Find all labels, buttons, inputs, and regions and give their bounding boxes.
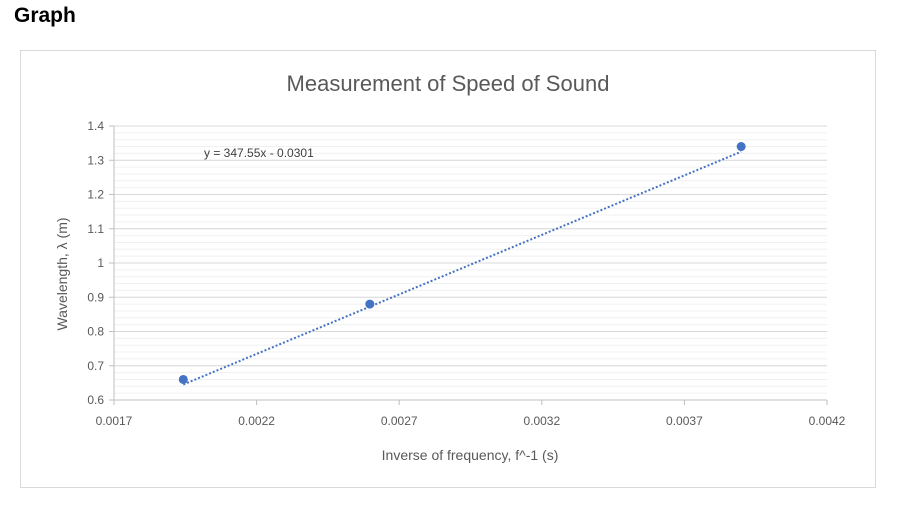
y-tick-label: 1.3	[87, 153, 104, 167]
data-point	[736, 142, 746, 152]
x-tick-label: 0.0027	[381, 414, 418, 428]
x-tick-label: 0.0032	[523, 414, 560, 428]
x-axis: 0.0017 0.0022 0.0027 0.0032 0.0037 0.0042	[96, 399, 846, 428]
section-heading: Graph	[14, 4, 76, 27]
y-tick-label: 0.6	[87, 393, 104, 407]
x-tick-label: 0.0022	[238, 414, 275, 428]
y-tick-label: 1.2	[87, 188, 104, 202]
y-axis: 0.6 0.7 0.8 0.9 1 1.1 1.2 1.3 1.4	[87, 119, 115, 407]
y-tick-label: 0.9	[87, 290, 104, 304]
gridlines	[114, 125, 827, 401]
y-tick-label: 0.7	[87, 359, 104, 373]
data-point	[178, 374, 188, 384]
y-axis-title: Wavelength, λ (m)	[54, 217, 70, 330]
trendline-equation: y = 347.55x - 0.0301	[204, 146, 314, 160]
x-tick-label: 0.0017	[96, 414, 133, 428]
y-tick-label: 0.8	[87, 325, 104, 339]
data-points	[178, 142, 746, 384]
y-tick-label: 1.4	[87, 119, 104, 133]
data-point	[365, 299, 375, 309]
x-axis-title: Inverse of frequency, f^-1 (s)	[382, 447, 559, 463]
chart-container: Measurement of Speed of Sound 0.6 0.7 0.8 0…	[20, 50, 876, 488]
chart-title: Measurement of Speed of Sound	[287, 71, 610, 96]
chart-svg: Measurement of Speed of Sound 0.60.70.80…	[54, 71, 846, 463]
y-tick-label: 1	[97, 256, 104, 270]
x-tick-label: 0.0037	[666, 414, 703, 428]
trendline	[182, 150, 742, 386]
y-tick-label: 1.1	[87, 222, 104, 236]
trendline-layer	[182, 150, 742, 386]
x-tick-label: 0.0042	[809, 414, 846, 428]
